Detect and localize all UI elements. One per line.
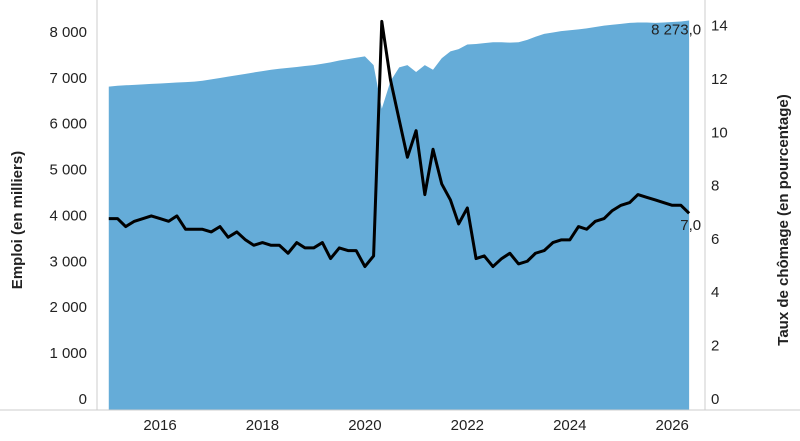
y-tick-label: 0 bbox=[79, 391, 87, 408]
y-tick-label: 7 000 bbox=[49, 70, 87, 87]
y-tick-label: 6 000 bbox=[49, 116, 87, 133]
y-axis-title: Emploi (en milliers) bbox=[9, 151, 26, 289]
x-tick-label: 2022 bbox=[451, 417, 484, 434]
y-tick-label: 4 000 bbox=[49, 207, 87, 224]
y-tick-label: 3 000 bbox=[49, 253, 87, 270]
end-value-label: 7,0 bbox=[680, 217, 701, 234]
x-tick-label: 2024 bbox=[553, 417, 586, 434]
y2-tick-label: 10 bbox=[711, 124, 728, 141]
y2-tick-label: 8 bbox=[711, 178, 719, 195]
y2-tick-label: 4 bbox=[711, 284, 719, 301]
y-tick-label: 2 000 bbox=[49, 299, 87, 316]
y2-tick-label: 14 bbox=[711, 18, 728, 35]
y-tick-label: 1 000 bbox=[49, 345, 87, 362]
end-value-label: 8 273,0 bbox=[651, 21, 701, 38]
employment-area bbox=[108, 20, 690, 410]
x-tick-label: 2020 bbox=[348, 417, 381, 434]
unemployment-line bbox=[108, 19, 691, 269]
x-tick-label: 2018 bbox=[246, 417, 279, 434]
y-tick-label: 8 000 bbox=[49, 24, 87, 41]
y-tick-label: 5 000 bbox=[49, 162, 87, 179]
y2-tick-label: 0 bbox=[711, 391, 719, 408]
y2-tick-label: 2 bbox=[711, 338, 719, 355]
x-tick-label: 2026 bbox=[656, 417, 689, 434]
y2-tick-label: 6 bbox=[711, 231, 719, 248]
y2-axis-title: Taux de chômage (en pourcentage) bbox=[775, 94, 792, 345]
y2-tick-label: 12 bbox=[711, 71, 728, 88]
x-tick-label: 2016 bbox=[143, 417, 176, 434]
